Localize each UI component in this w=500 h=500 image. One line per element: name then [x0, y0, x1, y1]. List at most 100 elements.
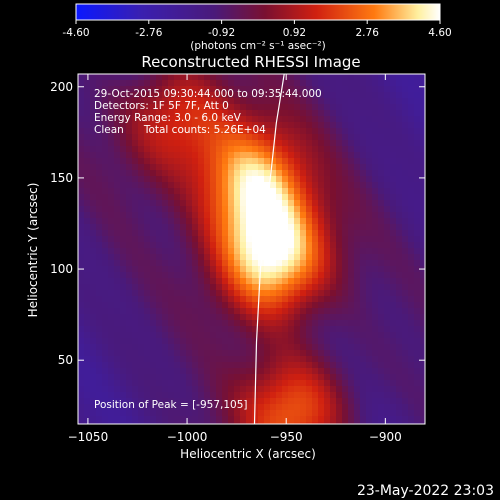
- heatmap-pixel: [330, 116, 337, 123]
- heatmap-pixel: [186, 362, 193, 369]
- heatmap-pixel: [336, 380, 343, 387]
- heatmap-pixel: [360, 272, 367, 279]
- heatmap-pixel: [192, 212, 199, 219]
- heatmap-pixel: [90, 422, 97, 424]
- heatmap-pixel: [120, 110, 127, 117]
- heatmap-pixel: [138, 116, 145, 123]
- heatmap-pixel: [174, 410, 181, 417]
- heatmap-pixel: [372, 344, 379, 351]
- heatmap-pixel: [150, 134, 157, 141]
- heatmap-pixel: [132, 110, 139, 117]
- heatmap-pixel: [264, 194, 271, 201]
- heatmap-pixel: [324, 134, 331, 141]
- heatmap-pixel: [132, 104, 139, 111]
- heatmap-pixel: [228, 266, 235, 273]
- heatmap-pixel: [318, 290, 325, 297]
- heatmap-pixel: [246, 284, 253, 291]
- heatmap-pixel: [210, 344, 217, 351]
- heatmap-pixel: [276, 206, 283, 213]
- heatmap-pixel: [144, 416, 151, 423]
- heatmap-pixel: [240, 416, 247, 423]
- heatmap-pixel: [288, 128, 295, 135]
- heatmap-pixel: [150, 188, 157, 195]
- heatmap-pixel: [336, 248, 343, 255]
- heatmap-pixel: [126, 116, 133, 123]
- heatmap-pixel: [330, 260, 337, 267]
- heatmap-pixel: [132, 338, 139, 345]
- heatmap-pixel: [402, 404, 409, 411]
- heatmap-pixel: [162, 260, 169, 267]
- heatmap-pixel: [126, 104, 133, 111]
- heatmap-pixel: [192, 314, 199, 321]
- heatmap-pixel: [234, 284, 241, 291]
- heatmap-pixel: [324, 254, 331, 261]
- heatmap-pixel: [348, 116, 355, 123]
- heatmap-pixel: [240, 338, 247, 345]
- heatmap-pixel: [264, 332, 271, 339]
- heatmap-pixel: [348, 218, 355, 225]
- heatmap-pixel: [102, 152, 109, 159]
- heatmap-pixel: [180, 380, 187, 387]
- heatmap-pixel: [324, 386, 331, 393]
- heatmap-pixel: [384, 86, 391, 93]
- heatmap-pixel: [354, 224, 361, 231]
- heatmap-pixel: [348, 380, 355, 387]
- heatmap-pixel: [324, 362, 331, 369]
- observation-info: 29-Oct-2015 09:30:44.000 to 09:35:44.000…: [94, 88, 322, 136]
- heatmap-pixel: [276, 368, 283, 375]
- heatmap-pixel: [222, 212, 229, 219]
- heatmap-pixel: [294, 146, 301, 153]
- heatmap-pixel: [270, 398, 277, 405]
- heatmap-pixel: [234, 218, 241, 225]
- heatmap-pixel: [312, 200, 319, 207]
- heatmap-pixel: [360, 140, 367, 147]
- heatmap-pixel: [126, 236, 133, 243]
- heatmap-pixel: [174, 122, 181, 129]
- heatmap-pixel: [282, 218, 289, 225]
- heatmap-pixel: [348, 176, 355, 183]
- heatmap-pixel: [342, 410, 349, 417]
- heatmap-pixel: [114, 116, 121, 123]
- heatmap-pixel: [294, 164, 301, 171]
- heatmap-pixel: [144, 320, 151, 327]
- heatmap-pixel: [222, 386, 229, 393]
- heatmap-pixel: [96, 86, 103, 93]
- heatmap-pixel: [420, 416, 425, 423]
- heatmap-pixel: [258, 206, 265, 213]
- heatmap-pixel: [222, 146, 229, 153]
- heatmap-pixel: [126, 308, 133, 315]
- heatmap-pixel: [132, 158, 139, 165]
- heatmap-pixel: [366, 278, 373, 285]
- heatmap-pixel: [150, 140, 157, 147]
- heatmap-pixel: [294, 374, 301, 381]
- heatmap-pixel: [300, 140, 307, 147]
- heatmap-pixel: [132, 176, 139, 183]
- heatmap-pixel: [150, 404, 157, 411]
- heatmap-pixel: [222, 92, 229, 99]
- heatmap-pixel: [102, 404, 109, 411]
- heatmap-pixel: [354, 422, 361, 424]
- heatmap-pixel: [360, 218, 367, 225]
- heatmap-pixel: [78, 104, 85, 111]
- heatmap-pixel: [78, 350, 85, 357]
- heatmap-pixel: [114, 92, 121, 99]
- heatmap-pixel: [414, 302, 421, 309]
- heatmap-pixel: [294, 410, 301, 417]
- heatmap-pixel: [120, 206, 127, 213]
- heatmap-pixel: [396, 146, 403, 153]
- heatmap-pixel: [234, 188, 241, 195]
- heatmap-pixel: [258, 230, 265, 237]
- heatmap-pixel: [264, 230, 271, 237]
- colorbar-tick-label: 4.60: [428, 27, 451, 39]
- heatmap-pixel: [102, 320, 109, 327]
- heatmap-pixel: [366, 410, 373, 417]
- heatmap-pixel: [120, 338, 127, 345]
- heatmap-pixel: [372, 242, 379, 249]
- heatmap-pixel: [420, 164, 425, 171]
- heatmap-pixel: [156, 290, 163, 297]
- heatmap-pixel: [264, 422, 271, 424]
- heatmap-pixel: [414, 278, 421, 285]
- heatmap-pixel: [294, 188, 301, 195]
- heatmap-pixel: [198, 380, 205, 387]
- heatmap-pixel: [306, 338, 313, 345]
